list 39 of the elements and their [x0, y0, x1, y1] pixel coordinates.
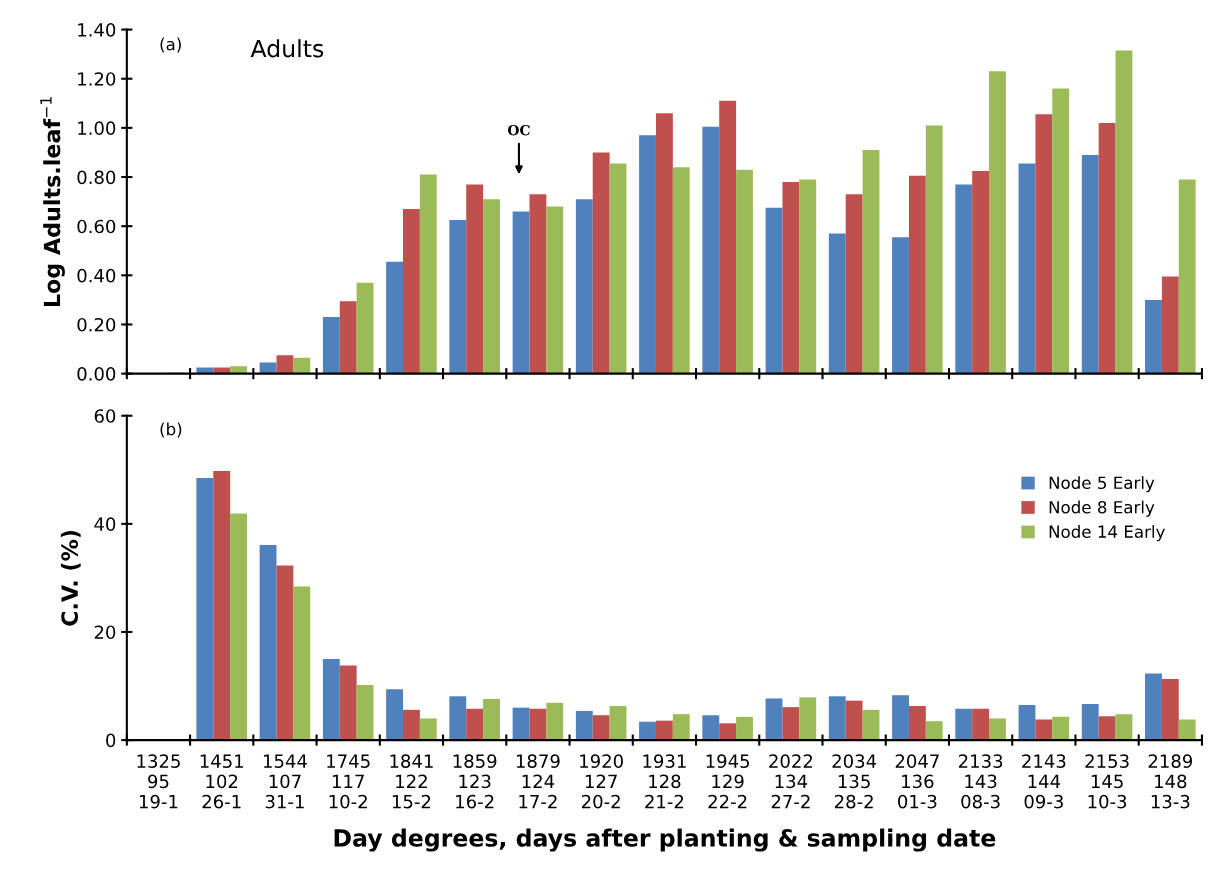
- x-tick-label: 1931 128 21-2: [643, 754, 686, 809]
- annotation: (b): [160, 422, 182, 438]
- y-tick-label: 1.20: [78, 72, 116, 86]
- y-tick-label: 0.60: [77, 219, 116, 234]
- y-tick-label: 0.80: [77, 170, 116, 185]
- x-tick-label: 2153 145 10-3: [1085, 754, 1129, 809]
- x-tick-label: 1879 124 17-2: [516, 754, 560, 809]
- x-axis-title: Day degrees, days after planting & sampling date: [334, 828, 996, 852]
- y-tick-label: 20: [94, 625, 116, 640]
- x-tick-label: 2143 144 09-3: [1022, 754, 1066, 809]
- y-tick-label: 1.40: [78, 23, 116, 37]
- x-tick-label: 2034 135 28-2: [832, 754, 877, 809]
- x-tick-label: 2133 143 08-3: [958, 754, 1003, 809]
- y-axis-title: Log Adults.leaf$^{−1}$: [40, 97, 65, 307]
- y-tick-label: 0.00: [77, 367, 116, 381]
- x-tick-label: 2022 134 27-2: [769, 754, 813, 809]
- x-tick-label: 1945 129 22-2: [706, 754, 750, 809]
- y-tick-label: 60: [94, 409, 116, 423]
- x-tick-label: 1544 107 31-1: [263, 754, 307, 809]
- annotation: (a): [160, 37, 181, 53]
- y-tick-label: 0.20: [77, 317, 116, 332]
- x-tick-label: 1325 95 19-1: [137, 754, 180, 809]
- y-tick-label: 0: [106, 733, 116, 748]
- y-tick-label: 0.40: [77, 268, 116, 283]
- x-tick-label: 2047 136 01-3: [895, 754, 939, 809]
- x-tick-label: 1451 102 26-1: [200, 754, 244, 809]
- legend-label: Node 5 Early: [1049, 476, 1155, 493]
- legend-label: Node 8 Early: [1049, 500, 1155, 517]
- legend-label: Node 14 Early: [1049, 525, 1165, 542]
- annotation: Adults: [250, 39, 324, 58]
- x-tick-label: 1920 127 20-2: [580, 754, 623, 809]
- y-axis-title: C.V. (%): [60, 530, 81, 626]
- x-tick-label: 1859 123 16-2: [453, 754, 497, 809]
- annotation: OC: [507, 124, 530, 136]
- y-tick-label: 1.00: [78, 121, 116, 135]
- x-tick-label: 1841 122 15-2: [390, 754, 433, 809]
- x-tick-label: 1745 117 10-2: [327, 754, 370, 809]
- x-tick-label: 2189 148 13-3: [1148, 754, 1193, 809]
- y-tick-label: 40: [94, 517, 116, 531]
